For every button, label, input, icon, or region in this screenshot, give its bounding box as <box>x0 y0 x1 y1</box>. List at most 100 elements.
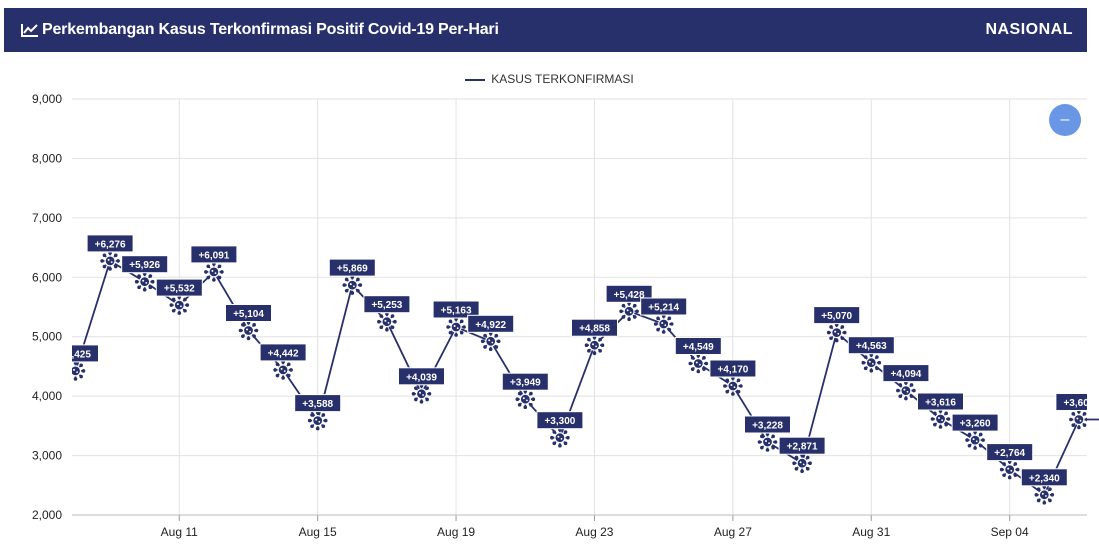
data-label-text: +4,563 <box>856 341 887 352</box>
virus-icon <box>377 311 397 332</box>
data-label-box <box>190 245 238 264</box>
data-label: +5,070 <box>813 306 861 325</box>
data-label-text: +5,253 <box>371 300 402 311</box>
series-line <box>74 259 1099 497</box>
data-label: +2,764 <box>986 443 1034 462</box>
chart-grid <box>72 98 1087 516</box>
data-label-text: +3,300 <box>544 416 575 427</box>
data-label-text: +2,764 <box>994 448 1025 459</box>
data-label: +6,091 <box>190 245 238 264</box>
data-label-text: +4,425 <box>60 349 91 360</box>
virus-icon <box>826 322 847 343</box>
data-label-box <box>709 359 757 378</box>
data-label: +3,588 <box>294 394 342 413</box>
line-chart-icon <box>21 24 38 37</box>
data-label-text: +6,276 <box>95 239 126 250</box>
y-tick-label: 4,000 <box>32 389 62 403</box>
x-tick-label: Aug 23 <box>575 525 613 539</box>
zoom-out-button[interactable]: – <box>1049 104 1081 136</box>
data-label-box <box>363 295 411 314</box>
data-label-box <box>640 297 688 316</box>
data-label-text: +5,926 <box>129 260 160 271</box>
data-label-box <box>72 344 99 363</box>
data-label-box <box>86 234 134 253</box>
data-label-box <box>744 415 791 434</box>
y-tick-label: 3,000 <box>32 449 62 463</box>
virus-icon <box>204 262 224 282</box>
data-label: +4,922 <box>467 314 515 333</box>
data-label: +5,532 <box>155 278 203 297</box>
data-label-text: +5,214 <box>648 303 679 314</box>
data-label-box <box>398 367 445 386</box>
data-label-box <box>778 436 826 455</box>
data-label-box <box>432 300 480 319</box>
data-label: +4,563 <box>847 336 895 355</box>
virus-icon <box>307 410 328 431</box>
data-label-box <box>847 336 895 355</box>
data-label: +2,340 <box>1020 468 1068 487</box>
chart-title: Perkembangan Kasus Terkonfirmasi Positif… <box>42 21 499 38</box>
data-label-text: +5,070 <box>821 311 852 322</box>
data-label-text: +3,616 <box>925 398 956 409</box>
data-label-box <box>813 306 861 325</box>
virus-icon <box>1034 485 1055 505</box>
data-label-box <box>571 318 618 337</box>
data-label: +5,163 <box>432 300 480 319</box>
virus-icon <box>584 335 605 355</box>
data-label-text: +3,588 <box>302 399 333 410</box>
data-label: +3,228 <box>744 415 791 434</box>
data-label-box <box>986 443 1034 462</box>
data-label-box <box>501 372 549 391</box>
legend-entry: KASUS TERKONFIRMASI <box>491 72 634 86</box>
x-axis: Aug 11 Aug 15 Aug 19 Aug 23 Aug 27 Aug 31 Sep … <box>72 514 1087 539</box>
virus-icon <box>1069 409 1087 430</box>
data-label: +5,253 <box>363 295 411 314</box>
virus-icon <box>619 301 639 322</box>
x-tick-label: Aug 15 <box>299 525 337 539</box>
virus-icon <box>757 432 778 452</box>
data-label-box <box>225 304 272 322</box>
data-label: +4,170 <box>709 359 757 378</box>
virus-icon <box>72 361 86 381</box>
virus-icon <box>688 353 709 374</box>
data-label: +4,094 <box>882 364 930 383</box>
data-label-text: +6,091 <box>198 250 229 261</box>
virus-icon <box>930 409 951 429</box>
data-label-text: +4,922 <box>475 320 506 331</box>
virus-icon <box>550 427 570 448</box>
chart-legend[interactable]: KASUS TERKONFIRMASI <box>0 72 1099 86</box>
y-tick-label: 7,000 <box>32 211 62 225</box>
data-markers: +4,425 +6,276+5,926 +5,532 +6,091 +5,104 +4,4… <box>60 234 1094 505</box>
virus-icon <box>134 271 155 292</box>
data-label-box <box>259 343 307 362</box>
data-label: +4,858 <box>571 318 618 337</box>
y-tick-label: 6,000 <box>32 270 62 284</box>
data-label-box <box>294 394 342 413</box>
scope-label: NASIONAL <box>985 21 1073 38</box>
data-label: +4,442 <box>259 343 307 362</box>
y-tick-label: 5,000 <box>32 330 62 344</box>
data-label: +3,300 <box>536 411 584 430</box>
data-label-box <box>1055 393 1087 411</box>
data-label-box <box>155 278 203 297</box>
data-label-text: +3,607 <box>1063 398 1094 409</box>
data-label-text: +5,104 <box>233 309 264 320</box>
y-axis: 2,000 3,000 4,000 5,000 6,000 7,000 8,000 9,000 <box>32 92 62 522</box>
virus-icon <box>480 331 501 352</box>
data-label: +5,926 <box>121 255 169 274</box>
data-label: +3,260 <box>951 413 999 432</box>
data-label-box <box>674 337 722 355</box>
virus-icon <box>792 453 812 473</box>
y-tick-label: 9,000 <box>32 92 62 106</box>
data-label: +3,616 <box>917 392 964 411</box>
x-tick-label: Aug 27 <box>714 525 752 539</box>
data-label: +2,871 <box>778 436 826 455</box>
virus-icon <box>238 320 259 341</box>
data-label-text: +4,858 <box>579 324 610 335</box>
data-label-box <box>951 413 999 432</box>
virus-icon <box>100 251 120 271</box>
data-label: +5,104 <box>225 304 272 322</box>
data-label: +3,949 <box>501 372 549 391</box>
x-tick-label: Sep 04 <box>991 525 1029 539</box>
